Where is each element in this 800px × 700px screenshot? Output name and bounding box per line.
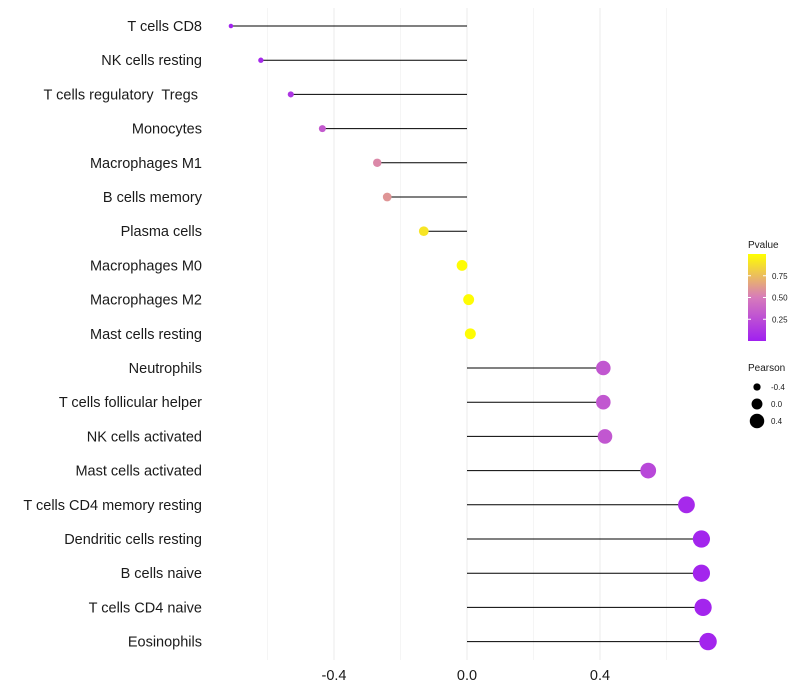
category-label: T cells regulatory Tregs [44,87,203,103]
colorbar-label: 0.75 [772,272,788,281]
data-point [596,360,611,376]
category-label: T cells CD8 [127,19,202,35]
data-point [597,429,613,444]
pvalue-legend: Pvalue 0.75 0.50 0.25 [748,240,788,341]
category-label: Mast cells activated [75,464,202,480]
size-legend-dot [753,383,761,391]
data-point [228,23,234,29]
pvalue-legend-title: Pvalue [748,240,779,251]
data-point [596,394,611,410]
category-label: T cells CD4 naive [89,600,202,616]
data-point [318,125,326,133]
data-point [699,632,717,651]
data-point [692,530,711,548]
category-label: Neutrophils [129,361,202,377]
colorbar-label: 0.25 [772,315,788,324]
pearson-legend: Pearson -0.4 0.0 0.4 [748,363,785,429]
category-label: Dendritic cells resting [64,532,202,548]
data-point [258,57,264,63]
pvalue-colorbar [748,254,766,341]
size-legend-label: 0.0 [771,400,783,409]
grid-lines [267,8,667,660]
data-point [456,260,468,271]
x-axis-labels: -0.4 0.0 0.4 [322,668,611,684]
category-label: Macrophages M1 [90,156,202,172]
data-point [373,158,382,168]
x-tick-label: -0.4 [322,668,347,684]
data-point [287,91,294,98]
category-label: T cells CD4 memory resting [23,498,202,514]
data-point [692,564,711,582]
colorbar-label: 0.50 [772,294,788,303]
data-point [382,192,392,202]
category-label: T cells follicular helper [59,395,202,411]
x-tick-label: 0.0 [457,668,477,684]
category-label: B cells memory [103,190,203,206]
category-label: Plasma cells [121,224,202,240]
data-point [464,328,476,340]
x-tick-label: 0.4 [590,668,610,684]
category-label: Mast cells resting [90,327,202,343]
points [228,23,717,651]
category-label: Macrophages M2 [90,293,202,309]
pearson-legend-title: Pearson [748,363,785,374]
size-legend-label: 0.4 [771,417,783,426]
data-point [640,462,657,479]
category-label: B cells naive [121,566,202,582]
category-label: NK cells resting [101,53,202,69]
category-label: Eosinophils [128,635,202,651]
size-legend-dot [749,413,765,429]
data-point [694,598,712,617]
data-point [418,226,429,237]
category-label: Monocytes [132,122,202,138]
category-label: Macrophages M0 [90,258,202,274]
category-label: NK cells activated [87,429,202,445]
data-point [463,294,475,306]
size-legend-dot [751,398,763,410]
data-point [678,496,695,514]
stems [230,25,709,643]
y-axis-labels: T cells CD8 NK cells resting T cells regul… [23,19,202,651]
size-legend-label: -0.4 [771,383,785,392]
